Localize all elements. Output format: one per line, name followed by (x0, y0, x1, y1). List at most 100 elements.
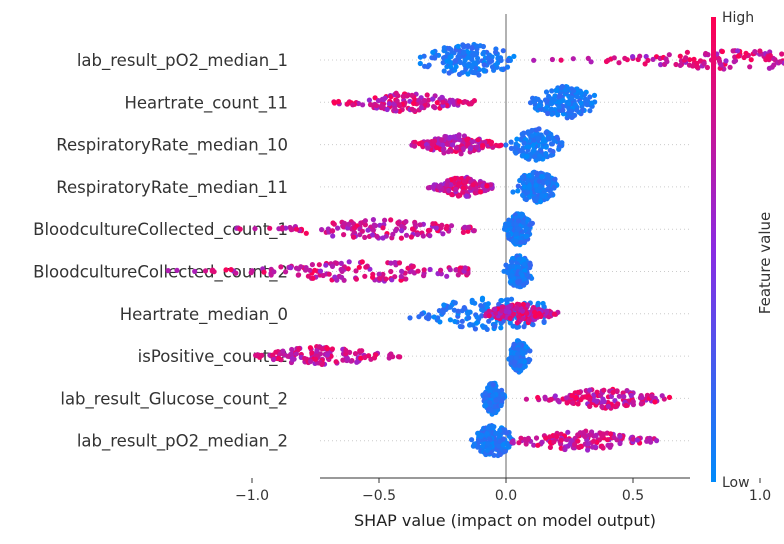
shap-point (640, 395, 645, 400)
shap-point (571, 88, 576, 93)
shap-point (442, 45, 447, 50)
shap-point (390, 354, 395, 359)
shap-point (424, 315, 429, 320)
shap-point (472, 301, 477, 306)
shap-point (475, 56, 480, 61)
shap-point (457, 99, 462, 104)
shap-point (720, 49, 725, 54)
shap-point (527, 183, 532, 188)
shap-point (579, 91, 584, 96)
shap-point (474, 187, 479, 192)
shap-point (468, 322, 473, 327)
shap-point (367, 98, 372, 103)
shap-point (569, 393, 574, 398)
shap-point (453, 300, 458, 305)
shap-point (499, 58, 504, 63)
shap-point (593, 433, 598, 438)
shap-point (493, 431, 498, 436)
shap-point (474, 315, 479, 320)
shap-point (474, 144, 479, 149)
shap-point (667, 395, 672, 400)
shap-point (516, 314, 521, 319)
shap-point (399, 236, 404, 241)
shap-point (453, 267, 458, 272)
shap-point (516, 440, 521, 445)
shap-point (537, 103, 542, 108)
shap-point (501, 48, 506, 53)
shap-point (332, 222, 337, 227)
shap-point (518, 436, 523, 441)
shap-point (527, 348, 532, 353)
shap-point (485, 448, 490, 453)
shap-point (544, 130, 549, 135)
shap-point (651, 57, 656, 62)
shap-point (476, 72, 481, 77)
shap-point (457, 72, 462, 77)
shap-point (258, 353, 263, 358)
shap-point (566, 113, 571, 118)
shap-point (587, 432, 592, 437)
shap-point (238, 227, 243, 232)
shap-point (362, 355, 367, 360)
x-tick-label: −0.5 (362, 488, 396, 504)
shap-point (578, 397, 583, 402)
shap-point (352, 225, 357, 230)
shap-point (513, 145, 518, 150)
shap-point (249, 270, 254, 275)
shap-point (514, 137, 519, 142)
shap-point (600, 397, 605, 402)
shap-point (452, 68, 457, 73)
feature-label: Heartrate_median_0 (120, 305, 288, 325)
shap-point (296, 272, 301, 277)
shap-point (464, 137, 469, 142)
shap-point (584, 102, 589, 107)
shap-point (319, 362, 324, 367)
shap-point (678, 54, 683, 59)
shap-point (654, 438, 659, 443)
shap-point (351, 235, 356, 240)
shap-point (468, 146, 473, 151)
shap-point (493, 398, 498, 403)
shap-point (376, 98, 381, 103)
shap-point (652, 399, 657, 404)
shap-point (490, 393, 495, 398)
shap-point (359, 348, 364, 353)
shap-point (591, 439, 596, 444)
shap-point (330, 233, 335, 238)
shap-point (412, 144, 417, 149)
shap-point (444, 182, 449, 187)
shap-point (537, 311, 542, 316)
shap-point (422, 267, 427, 272)
shap-point (523, 344, 528, 349)
shap-point (513, 238, 518, 243)
shap-point (415, 269, 420, 274)
shap-point (506, 221, 511, 226)
shap-point (405, 93, 410, 98)
shap-point (409, 93, 414, 98)
shap-point (360, 259, 365, 264)
shap-point (543, 151, 548, 156)
shap-point (362, 235, 367, 240)
shap-point (509, 140, 514, 145)
shap-point (380, 235, 385, 240)
shap-point (261, 270, 266, 275)
shap-point (554, 88, 559, 93)
shap-point (481, 44, 486, 49)
shap-point (532, 154, 537, 159)
shap-point (273, 350, 278, 355)
shap-point (289, 347, 294, 352)
shap-point (371, 217, 376, 222)
shap-point (339, 261, 344, 266)
shap-point (448, 317, 453, 322)
shap-point (404, 233, 409, 238)
shap-point (544, 105, 549, 110)
shap-point (630, 54, 635, 59)
shap-point (558, 99, 563, 104)
shap-point (363, 218, 368, 223)
shap-point (294, 351, 299, 356)
shap-point (622, 56, 627, 61)
shap-point (464, 194, 469, 199)
shap-point (516, 218, 521, 223)
shap-point (532, 310, 537, 315)
